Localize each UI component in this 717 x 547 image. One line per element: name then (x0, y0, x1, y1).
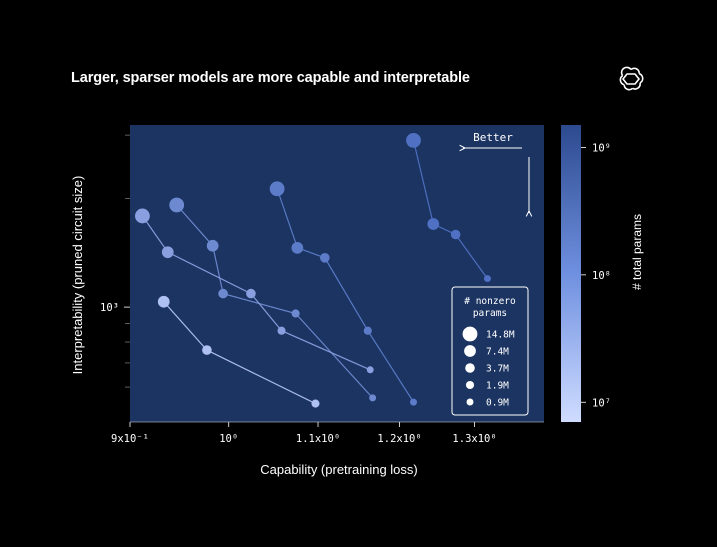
x-tick-label-1: 10⁰ (219, 433, 238, 445)
size-legend-label-4: 0.9M (486, 398, 509, 409)
data-point-4-2 (311, 399, 320, 408)
data-point-2-1 (206, 239, 219, 252)
data-point-4-1 (202, 345, 212, 355)
size-legend-marker-4 (466, 398, 474, 406)
data-point-1-2 (320, 253, 330, 263)
data-point-1-0 (269, 181, 285, 197)
size-legend: # nonzero params 14.8M 7.4M 3.7M 1.9M 0.9M (451, 286, 529, 416)
x-tick-label-3: 1.2x10⁰ (377, 433, 421, 445)
x-tick-label-0: 9x10⁻¹ (111, 433, 149, 445)
data-point-1-3 (363, 326, 372, 335)
data-point-3-1 (161, 246, 174, 259)
size-legend-marker-1 (464, 345, 476, 357)
data-point-3-4 (366, 366, 374, 374)
size-legend-title-line2: params (473, 308, 507, 319)
data-point-2-3 (291, 309, 300, 318)
series-line-0 (412, 140, 488, 279)
data-point-2-4 (369, 394, 377, 402)
colorbar (561, 125, 581, 422)
data-point-1-1 (291, 241, 304, 254)
colorbar-ticks: 10⁷ 10⁸ 10⁹ (581, 142, 611, 409)
colorbar-tick-label-0: 10⁷ (592, 397, 611, 409)
size-legend-label-0: 14.8M (486, 330, 515, 341)
data-point-0-2 (450, 229, 461, 240)
data-point-4-0 (157, 295, 170, 308)
colorbar-tick-label-2: 10⁹ (592, 142, 611, 154)
x-tick-label-4: 1.3x10⁰ (452, 433, 496, 445)
size-legend-label-2: 3.7M (486, 364, 509, 375)
data-point-0-3 (483, 275, 491, 283)
data-point-3-3 (277, 326, 286, 335)
colorbar-label: # total params (630, 214, 644, 290)
size-legend-marker-0 (462, 326, 478, 342)
openai-logo-icon (619, 66, 644, 91)
y-ticks: 10³ (100, 134, 130, 388)
x-tick-labels: 9x10⁻¹ 10⁰ 1.1x10⁰ 1.2x10⁰ 1.3x10⁰ (111, 422, 497, 445)
data-point-3-2 (246, 288, 256, 299)
size-legend-marker-2 (465, 363, 475, 373)
size-legend-marker-3 (465, 380, 475, 390)
series-layer (135, 133, 491, 408)
size-legend-label-3: 1.9M (486, 381, 509, 392)
data-point-0-1 (427, 218, 440, 230)
y-tick-label-0: 10³ (100, 302, 119, 314)
data-point-2-0 (169, 197, 185, 213)
data-point-2-2 (218, 288, 228, 299)
size-legend-title-line1: # nonzero (464, 296, 516, 307)
colorbar-tick-label-1: 10⁸ (592, 270, 611, 282)
y-axis-label: Interpretability (pruned circuit size) (70, 176, 85, 375)
data-point-1-4 (410, 398, 417, 406)
better-annotation: Better (473, 131, 513, 144)
size-legend-label-1: 7.4M (486, 347, 509, 358)
data-point-0-0 (406, 133, 421, 148)
x-axis-label: Capability (pretraining loss) (260, 462, 418, 477)
page-title: Larger, sparser models are more capable … (71, 70, 470, 86)
data-point-3-0 (135, 208, 150, 224)
x-tick-label-2: 1.1x10⁰ (296, 433, 340, 445)
